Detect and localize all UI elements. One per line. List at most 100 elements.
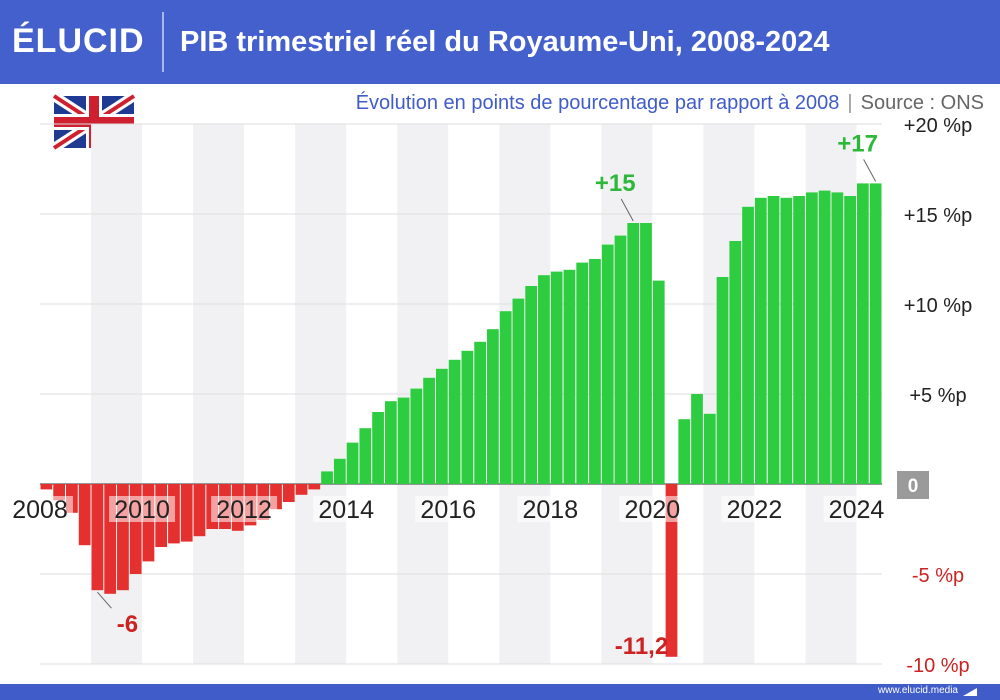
x-tick-bg xyxy=(7,496,73,522)
bar xyxy=(410,388,423,484)
annotation-label: +15 xyxy=(595,170,636,197)
bar xyxy=(346,442,359,484)
annotation-leader xyxy=(97,591,112,609)
bar xyxy=(423,377,435,484)
zero-badge xyxy=(897,471,929,499)
x-tick-bg xyxy=(619,496,686,522)
bar xyxy=(818,190,831,484)
bar xyxy=(40,484,53,490)
y-tick-label: -10 %p xyxy=(906,655,969,677)
bar xyxy=(563,269,576,484)
bar xyxy=(499,311,512,484)
y-tick-label: -5 %p xyxy=(912,565,964,587)
bar xyxy=(550,271,563,484)
annotation-leader xyxy=(863,159,877,182)
bar xyxy=(805,192,818,484)
bar xyxy=(461,350,474,484)
bar xyxy=(703,413,716,484)
x-tick: 2018 xyxy=(517,496,584,524)
bar xyxy=(308,484,321,490)
bar xyxy=(576,262,589,484)
bar xyxy=(372,412,384,484)
page-title: PIB trimestriel réel du Royaume-Uni, 200… xyxy=(180,26,830,58)
bar xyxy=(856,183,869,484)
chart-subtitle: Évolution en points de pourcentage par r… xyxy=(356,90,984,116)
data-annotation: -6 xyxy=(97,591,138,638)
x-tick: 2014 xyxy=(313,496,380,524)
x-tick-bg xyxy=(517,496,584,522)
annotation-leader xyxy=(620,198,634,222)
subtitle-separator: | xyxy=(847,92,853,114)
y-tick-label: +10 %p xyxy=(904,295,972,317)
data-annotation: -11,2 xyxy=(615,633,668,660)
x-tick: 2008 xyxy=(7,496,73,524)
x-tick-label: 2016 xyxy=(420,496,476,524)
bar xyxy=(691,394,703,484)
bar xyxy=(104,484,117,594)
bar xyxy=(180,484,193,542)
x-tick: 2016 xyxy=(415,496,482,524)
bar xyxy=(831,192,844,484)
x-tick-bg xyxy=(415,496,482,522)
header-bar xyxy=(0,0,1000,84)
x-tick: 2010 xyxy=(109,496,176,524)
annotation-label: -6 xyxy=(117,611,138,638)
bar xyxy=(91,484,104,591)
footer-url: www.elucid.media xyxy=(877,685,958,696)
bar xyxy=(869,183,882,484)
x-tick: 2012 xyxy=(211,496,278,524)
bar xyxy=(53,484,66,501)
bar xyxy=(359,428,372,484)
bar xyxy=(538,275,550,484)
bar xyxy=(129,484,142,574)
x-tick-label: 2022 xyxy=(727,496,783,524)
elucid-mark-icon xyxy=(963,688,977,696)
bar xyxy=(282,484,295,502)
bar xyxy=(793,196,805,484)
bar xyxy=(678,419,691,484)
source-label: Source : ONS xyxy=(860,92,984,114)
bar xyxy=(397,397,410,484)
gdp-bar-chart: 2008 2010 2012 2014 2016 2018 2020 2022 2024 +20… xyxy=(7,91,972,677)
subtitle-text: Évolution en points de pourcentage par r… xyxy=(355,92,840,114)
x-tick-label: 2014 xyxy=(318,496,374,524)
bar xyxy=(627,223,640,484)
y-tick-label: 0 xyxy=(908,476,919,497)
bar xyxy=(384,401,397,484)
bar xyxy=(487,329,499,484)
bar xyxy=(754,197,767,485)
y-tick-label: +20 %p xyxy=(904,115,972,137)
x-tick-bg xyxy=(313,496,380,522)
x-tick-label: 2012 xyxy=(216,496,272,524)
data-annotation: +15 xyxy=(595,170,636,222)
x-tick-label: 2010 xyxy=(114,496,170,524)
bar xyxy=(512,298,525,484)
bar xyxy=(525,286,538,484)
x-tick-bg xyxy=(211,496,278,522)
bar xyxy=(716,277,729,484)
x-tick-label: 2024 xyxy=(829,496,885,524)
bar xyxy=(652,280,665,484)
bar xyxy=(474,341,487,484)
logo-divider xyxy=(162,12,164,72)
annotation-label: +17 xyxy=(837,130,878,157)
x-tick: 2020 xyxy=(619,496,686,524)
bar xyxy=(321,471,333,484)
bar xyxy=(117,484,129,591)
bar xyxy=(844,196,856,484)
x-tick-label: 2018 xyxy=(522,496,578,524)
x-tick-bg xyxy=(109,496,176,522)
bar xyxy=(640,223,652,484)
y-tick-zero: 0 xyxy=(897,471,929,499)
bar xyxy=(333,458,346,484)
x-tick-bg xyxy=(823,496,890,522)
bar xyxy=(601,244,614,484)
x-tick: 2024 xyxy=(823,496,890,524)
bar xyxy=(295,484,308,495)
annotation-label: -11,2 xyxy=(615,633,668,660)
bar xyxy=(729,241,742,484)
x-tick-bg xyxy=(721,496,788,522)
bar xyxy=(780,197,793,485)
y-tick-label: +5 %p xyxy=(909,385,966,407)
bar xyxy=(665,484,678,657)
